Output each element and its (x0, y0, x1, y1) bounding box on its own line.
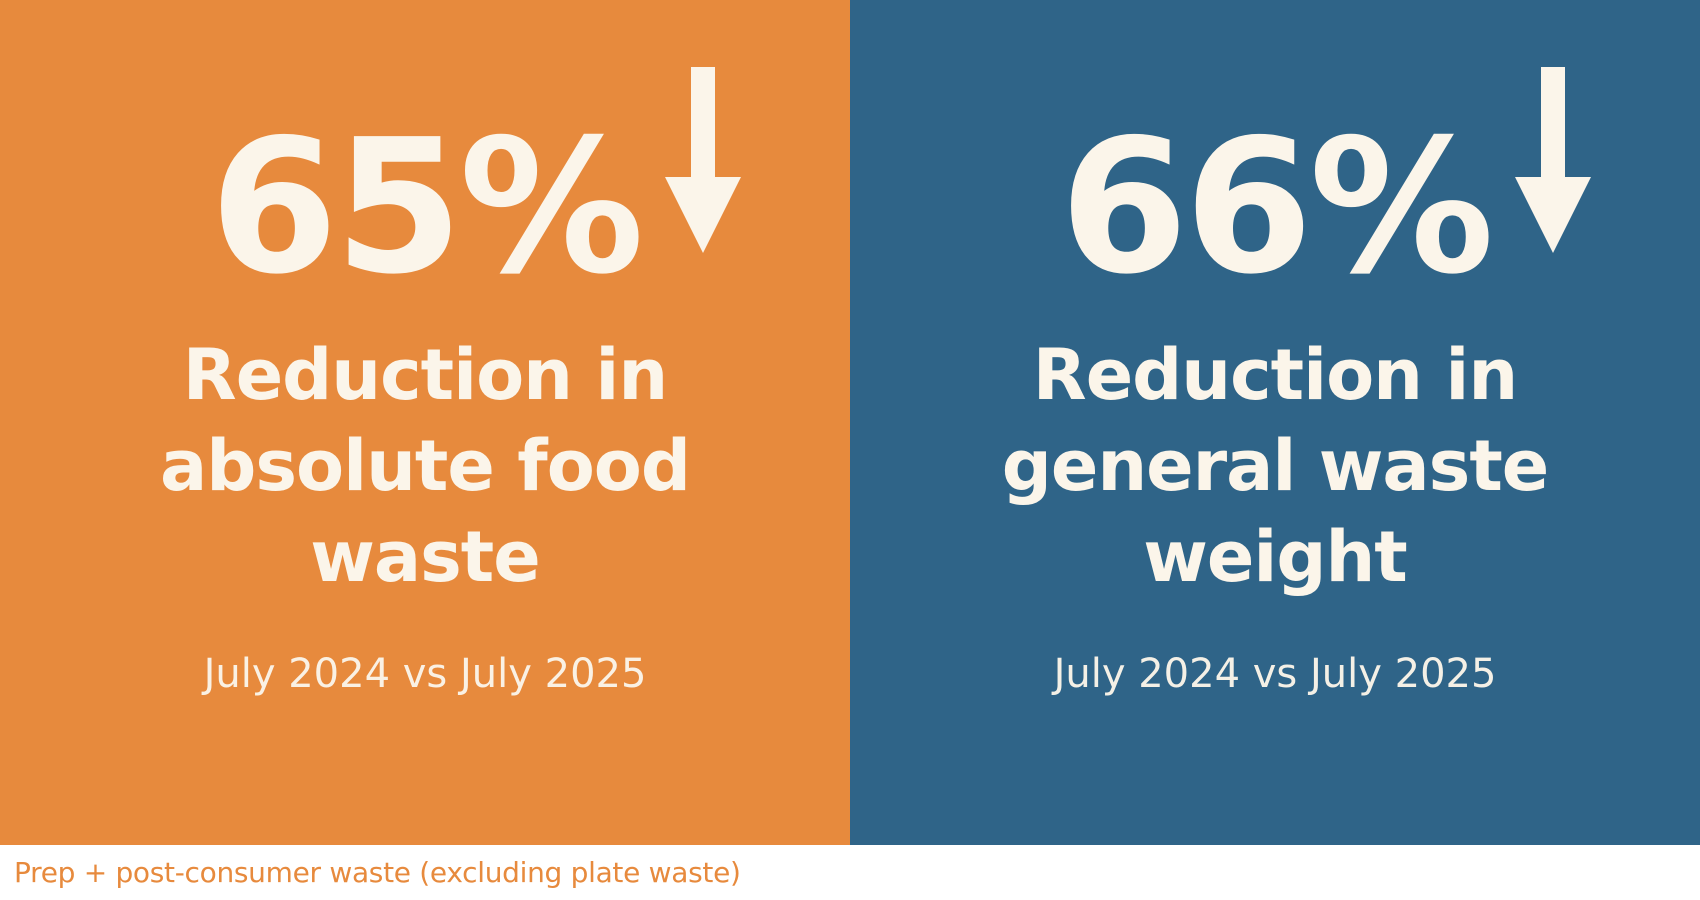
stat-title-general-waste: Reduction in general waste weight (850, 330, 1700, 603)
stat-panel-food-waste: 65% Reduction in absolute food waste Jul… (0, 0, 850, 845)
stat-row: 66% (850, 67, 1700, 315)
stat-title-line: Reduction in (1032, 334, 1518, 416)
stat-panels: 65% Reduction in absolute food waste Jul… (0, 0, 1700, 845)
down-arrow-icon (1515, 67, 1591, 257)
stat-title-line: weight (1143, 516, 1408, 598)
stat-value-general-waste: 66% (1059, 99, 1495, 315)
stat-row: 65% (0, 67, 850, 315)
down-arrow-icon (665, 67, 741, 257)
footer-strip: Prep + post-consumer waste (excluding pl… (0, 845, 1700, 900)
stat-value-food-waste: 65% (209, 99, 645, 315)
stat-panel-general-waste: 66% Reduction in general waste weight Ju… (850, 0, 1700, 845)
stat-title-line: waste (310, 516, 541, 598)
stat-period-general-waste: July 2024 vs July 2025 (1053, 651, 1497, 697)
stat-title-line: general waste (1001, 425, 1550, 507)
stat-title-line: Reduction in (182, 334, 668, 416)
stat-title-food-waste: Reduction in absolute food waste (0, 330, 850, 603)
footnote-text: Prep + post-consumer waste (excluding pl… (14, 856, 741, 889)
stat-title-line: absolute food (160, 425, 691, 507)
stat-period-food-waste: July 2024 vs July 2025 (203, 651, 647, 697)
